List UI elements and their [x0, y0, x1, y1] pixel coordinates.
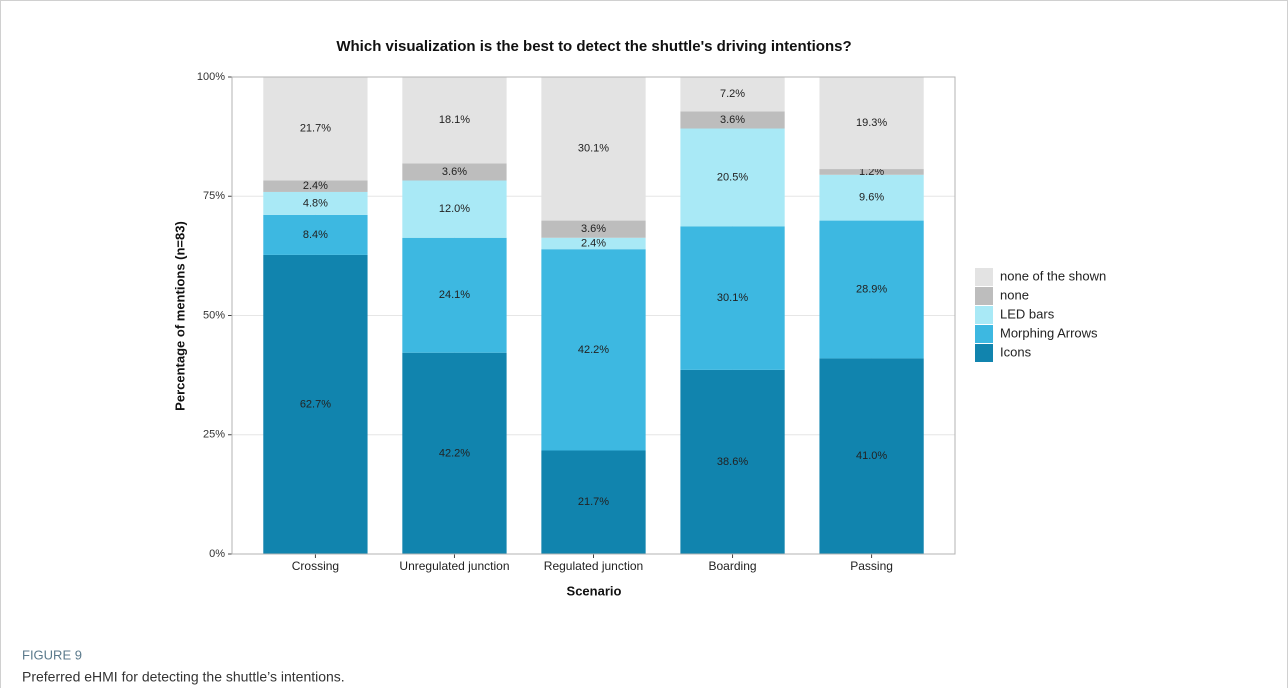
value-label: 2.4%	[581, 237, 606, 249]
value-label: 19.3%	[856, 117, 887, 129]
plot-border	[231, 76, 956, 555]
value-label: 21.7%	[578, 496, 609, 508]
legend-label: LED bars	[1000, 306, 1055, 321]
y-tick-label: 0%	[209, 548, 225, 560]
bar-segment	[402, 237, 507, 353]
bar-segment	[402, 352, 507, 554]
value-label: 8.4%	[303, 229, 328, 241]
value-label: 2.4%	[303, 180, 328, 192]
value-label: 3.6%	[720, 114, 745, 126]
value-label: 30.1%	[717, 292, 748, 304]
bar-segment	[680, 128, 785, 227]
legend-label: none of the shown	[1000, 268, 1106, 283]
value-label: 4.8%	[303, 197, 328, 209]
bar-segment	[263, 191, 368, 215]
value-label: 21.7%	[300, 123, 331, 135]
bar-segment	[819, 77, 924, 170]
bar-segment	[819, 220, 924, 359]
y-tick-label: 50%	[203, 309, 225, 321]
legend-swatch	[975, 287, 993, 305]
value-label: 42.2%	[439, 447, 470, 459]
bar-segment	[263, 77, 368, 181]
bar-segment	[819, 174, 924, 221]
bar-segment	[541, 450, 646, 554]
bar-segment	[541, 77, 646, 221]
bar-segment	[263, 180, 368, 192]
bar-segment	[402, 163, 507, 181]
figure-caption: Preferred eHMI for detecting the shuttle…	[22, 669, 345, 685]
legend-label: Icons	[1000, 344, 1032, 359]
legend-label: Morphing Arrows	[1000, 325, 1098, 340]
bar-segment	[402, 77, 507, 164]
legend-swatch	[975, 268, 993, 286]
bar-segment	[263, 214, 368, 255]
legend-swatch	[975, 344, 993, 362]
x-axis-label: Scenario	[567, 583, 622, 598]
value-label: 3.6%	[442, 166, 467, 178]
value-label: 9.6%	[859, 192, 884, 204]
y-tick-label: 100%	[197, 71, 225, 83]
bar-segment	[541, 249, 646, 451]
value-label: 24.1%	[439, 289, 470, 301]
x-tick-label: Boarding	[709, 559, 757, 573]
x-tick-label: Crossing	[292, 559, 339, 573]
bar-segment	[402, 180, 507, 238]
bar-segment	[680, 111, 785, 129]
bar-segment	[541, 220, 646, 238]
value-label: 38.6%	[717, 456, 748, 468]
value-label: 12.0%	[439, 203, 470, 215]
value-label: 7.2%	[720, 88, 745, 100]
y-tick-label: 25%	[203, 429, 225, 441]
bar-segment	[680, 226, 785, 370]
value-label: 42.2%	[578, 344, 609, 356]
y-axis-label: Percentage of mentions (n=83)	[172, 221, 187, 411]
legend-swatch	[975, 306, 993, 324]
legend-label: none	[1000, 287, 1029, 302]
bar-segment	[263, 254, 368, 554]
value-label: 18.1%	[439, 114, 470, 126]
bar-segment	[541, 237, 646, 250]
bar-segment	[819, 358, 924, 554]
chart-title: Which visualization is the best to detec…	[336, 38, 851, 55]
legend-swatch	[975, 325, 993, 343]
y-tick-label: 75%	[203, 190, 225, 202]
value-label: 28.9%	[856, 283, 887, 295]
bar-segment	[680, 77, 785, 112]
figure-label: FIGURE 9	[22, 647, 82, 662]
value-label: 3.6%	[581, 223, 606, 235]
value-label: 41.0%	[856, 450, 887, 462]
x-tick-label: Passing	[850, 559, 893, 573]
bar-segment	[819, 169, 924, 175]
x-tick-label: Regulated junction	[544, 559, 643, 573]
value-label: 20.5%	[717, 171, 748, 183]
value-label: 62.7%	[300, 398, 331, 410]
value-label: 30.1%	[578, 143, 609, 155]
bar-segment	[680, 369, 785, 554]
x-tick-label: Unregulated junction	[399, 559, 509, 573]
